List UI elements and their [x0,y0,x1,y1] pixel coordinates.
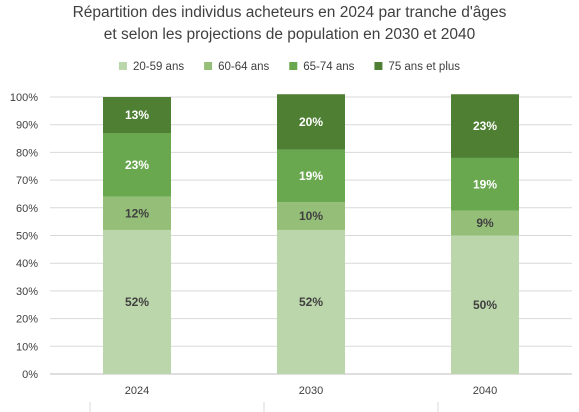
data-label: 12% [125,206,149,220]
data-label: 9% [476,216,494,230]
bar-segment [277,149,345,203]
bar-segment [277,229,345,374]
data-label: 13% [125,108,149,122]
data-label: 23% [125,158,149,172]
bar-segment [451,235,519,374]
bar-segment [451,157,519,211]
y-tick-label: 90% [16,120,38,132]
legend-swatch [118,62,127,70]
y-tick-label: 20% [16,314,38,326]
bar-segment [277,202,345,230]
y-tick-label: 10% [16,341,38,353]
legend-swatch [204,62,213,70]
data-label: 50% [473,298,497,312]
x-tick-label: 2040 [473,385,497,397]
y-tick-label: 100% [10,92,38,104]
x-tick-label: 2024 [125,385,149,397]
bar-segment [277,94,345,150]
data-label: 23% [473,119,497,133]
chart-title: Répartition des individus acheteurs en 2… [72,4,507,21]
y-tick-label: 70% [16,175,38,187]
y-tick-label: 30% [16,286,38,298]
data-label: 19% [473,177,497,191]
chart-subtitle: et selon les projections de population e… [103,26,476,43]
y-tick-label: 50% [16,231,38,243]
x-tick-label: 2030 [299,385,323,397]
legend-entry: 60-64 ans [218,61,269,73]
bar-segment [103,97,171,134]
bar-segment [451,94,519,158]
bar-segment [103,133,171,197]
data-label: 52% [299,295,323,309]
legend-entry: 65-74 ans [303,61,354,73]
y-tick-label: 80% [16,147,38,159]
data-label: 10% [299,209,323,223]
legend-swatch [374,62,383,70]
legend: 20-59 ans 60-64 ans 65-74 ans 75 ans et plu… [118,61,460,73]
y-tick-label: 40% [16,258,38,270]
data-label: 52% [125,295,149,309]
bar-segment [103,229,171,374]
bar-segment [103,196,171,230]
y-tick-label: 0% [22,369,38,381]
legend-entry: 20-59 ans [133,61,184,73]
legend-swatch [289,62,298,70]
data-label: 19% [299,169,323,183]
data-label: 20% [299,115,323,129]
y-tick-label: 60% [16,203,38,215]
legend-entry: 75 ans et plus [388,61,460,73]
bar-segment [451,210,519,236]
